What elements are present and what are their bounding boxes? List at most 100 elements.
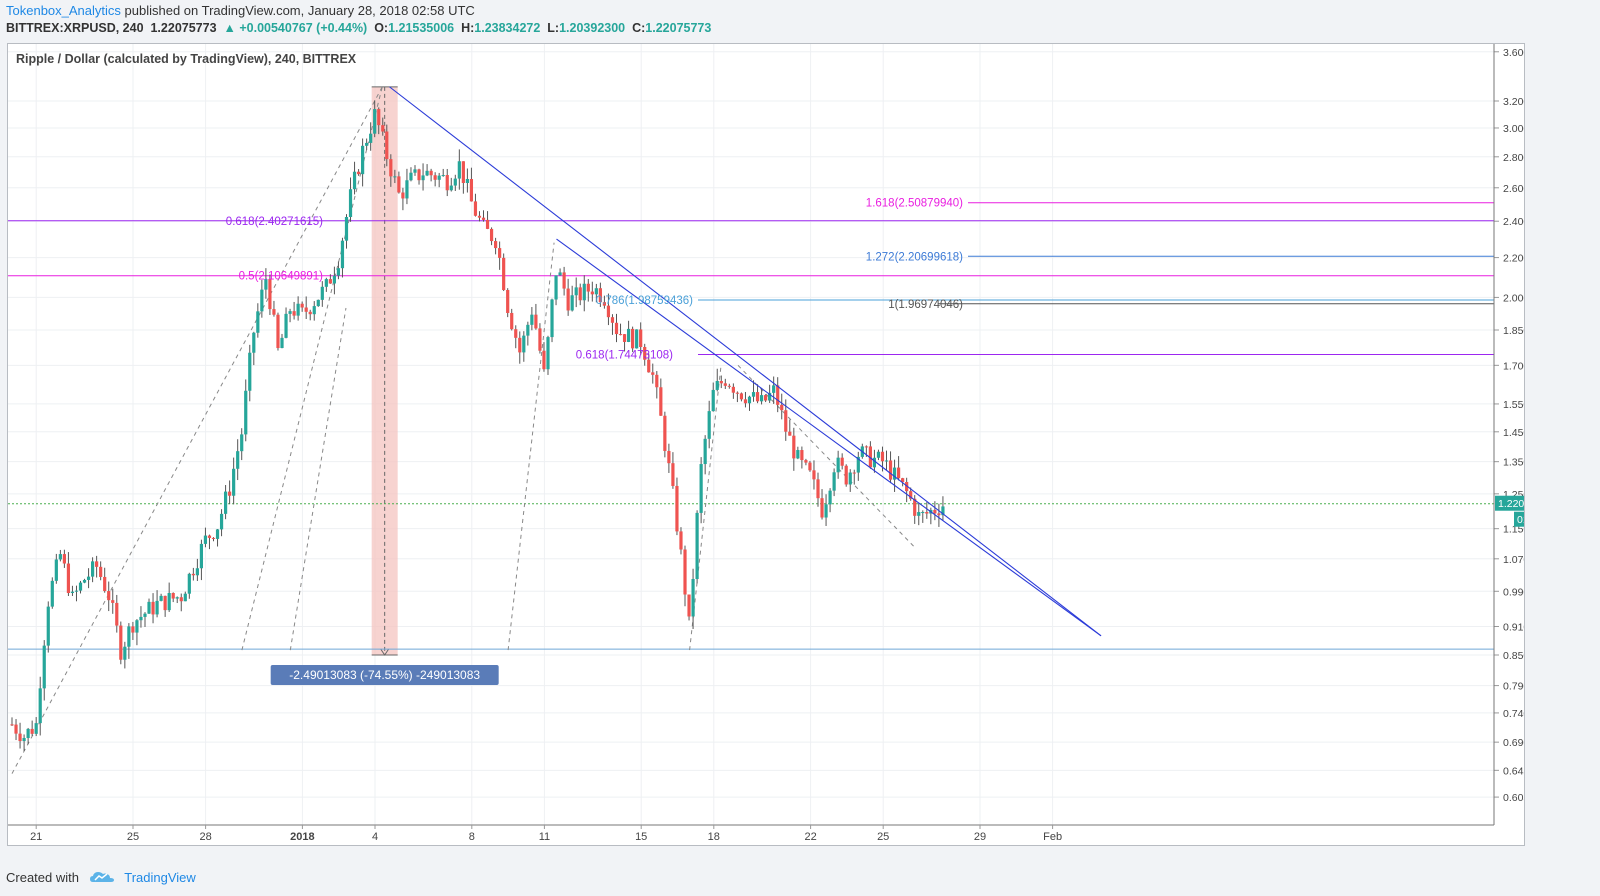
fib-level-label: 1.618(2.50879940) — [866, 198, 963, 210]
trendline[interactable] — [556, 238, 1102, 637]
candle-body — [534, 314, 538, 329]
candle-body — [236, 451, 240, 469]
candle-body — [558, 272, 562, 276]
ohlc-close-label: C: — [632, 21, 646, 35]
candle-body — [143, 613, 147, 617]
candle-body — [131, 626, 135, 633]
candle-body — [127, 626, 131, 647]
candle-body — [655, 374, 659, 388]
tradingview-link[interactable]: TradingView — [124, 870, 196, 885]
price-tick-label: 0.85000000 — [1503, 650, 1524, 662]
candle-body — [215, 529, 220, 539]
candle-body — [566, 288, 570, 311]
candle-body — [381, 125, 385, 132]
candle-body — [844, 465, 848, 485]
candle-body — [316, 299, 320, 307]
candle-body — [598, 288, 602, 303]
trendlines[interactable] — [389, 86, 1102, 637]
ohlc-low-label: L: — [547, 21, 560, 35]
candle-body — [905, 482, 909, 492]
candle-body — [54, 559, 58, 581]
candle-body — [199, 543, 204, 569]
candle-body — [711, 389, 715, 412]
candle-body — [288, 311, 292, 314]
candle-body — [240, 434, 244, 452]
candle-body — [812, 470, 816, 480]
candle-body — [562, 272, 566, 289]
candle-body — [816, 479, 820, 499]
candle-body — [840, 457, 844, 466]
time-tick-label: 22 — [804, 831, 816, 843]
candle-body — [489, 228, 494, 242]
tradingview-cloud-icon — [89, 872, 114, 882]
candle-body — [578, 287, 582, 301]
candle-body — [574, 287, 578, 296]
candle-body — [618, 334, 623, 336]
price-tick-label: 0.64500000 — [1503, 765, 1524, 777]
candle-body — [884, 460, 889, 462]
candle-body — [695, 512, 699, 580]
candle-body — [856, 456, 860, 473]
chart-container[interactable]: -2.49013083 (-74.55%) -249013083 0.618(2… — [7, 43, 1525, 846]
candle-body — [848, 472, 852, 485]
candle-body — [651, 372, 655, 375]
candle-body — [369, 133, 373, 143]
fib-level-label: 1.272(2.20699618) — [866, 251, 963, 263]
candle-body — [546, 337, 550, 370]
candle-body — [312, 306, 316, 315]
fibonacci-levels[interactable] — [8, 202, 1494, 650]
time-tick-label: 25 — [127, 831, 139, 843]
candle-body — [917, 512, 921, 516]
candle-body — [824, 504, 828, 518]
candle-body — [768, 392, 772, 401]
candle-body — [30, 728, 34, 734]
candle-body — [888, 460, 893, 480]
measure-label-bg — [270, 665, 499, 685]
candle-body — [743, 399, 748, 404]
candle-body — [14, 724, 18, 734]
trendline[interactable] — [389, 86, 1102, 637]
candle-body — [691, 579, 695, 617]
candle-body — [308, 311, 312, 315]
candle-body — [772, 385, 776, 393]
price-tick-label: 0.74000000 — [1503, 708, 1524, 720]
candle-body — [74, 590, 79, 592]
candle-body — [453, 178, 457, 186]
candle-body — [514, 329, 518, 338]
candle-body — [647, 359, 651, 373]
ohlc-open-value: 1.21535006 — [388, 21, 455, 35]
price-tick-label: 2.60000000 — [1503, 183, 1524, 195]
candle-body — [764, 395, 768, 401]
candle-body — [352, 171, 357, 190]
candle-body — [183, 593, 187, 602]
time-axis[interactable]: 21 25 28 2018 4 8 11 15 18 22 25 29 Feb — [8, 824, 1494, 843]
author-link[interactable]: Tokenbox_Analytics — [6, 3, 121, 18]
candle-body — [703, 438, 707, 465]
candle-body — [631, 328, 635, 349]
candle-body — [276, 314, 280, 349]
chart-svg[interactable]: -2.49013083 (-74.55%) -249013083 0.618(2… — [8, 44, 1524, 845]
candle-body — [78, 582, 83, 591]
candle-body — [260, 289, 264, 312]
time-tick-label: 25 — [877, 831, 889, 843]
candle-body — [554, 275, 558, 300]
candle-body — [123, 646, 127, 660]
candle-body — [735, 392, 739, 394]
candle-body — [582, 283, 586, 301]
candle-body — [659, 387, 663, 416]
candle-body — [107, 591, 111, 601]
candle-body — [759, 395, 764, 402]
measure-label[interactable]: -2.49013083 (-74.55%) -249013083 — [289, 668, 480, 682]
change-up-icon: ▲ — [223, 21, 236, 35]
candle-body — [42, 645, 46, 689]
candle-body — [667, 450, 671, 464]
measure-tool[interactable]: -2.49013083 (-74.55%) -249013083 — [270, 86, 499, 685]
candle-body — [498, 248, 502, 258]
countdown-badge — [1514, 511, 1524, 527]
candle-body — [788, 431, 792, 436]
candle-body — [707, 411, 711, 439]
candle-body — [223, 491, 228, 514]
candle-body — [494, 241, 498, 249]
price-axis[interactable]: 0.60500000 0.64500000 0.69000000 0.74000000… — [1493, 44, 1524, 825]
candle-body — [397, 176, 401, 193]
